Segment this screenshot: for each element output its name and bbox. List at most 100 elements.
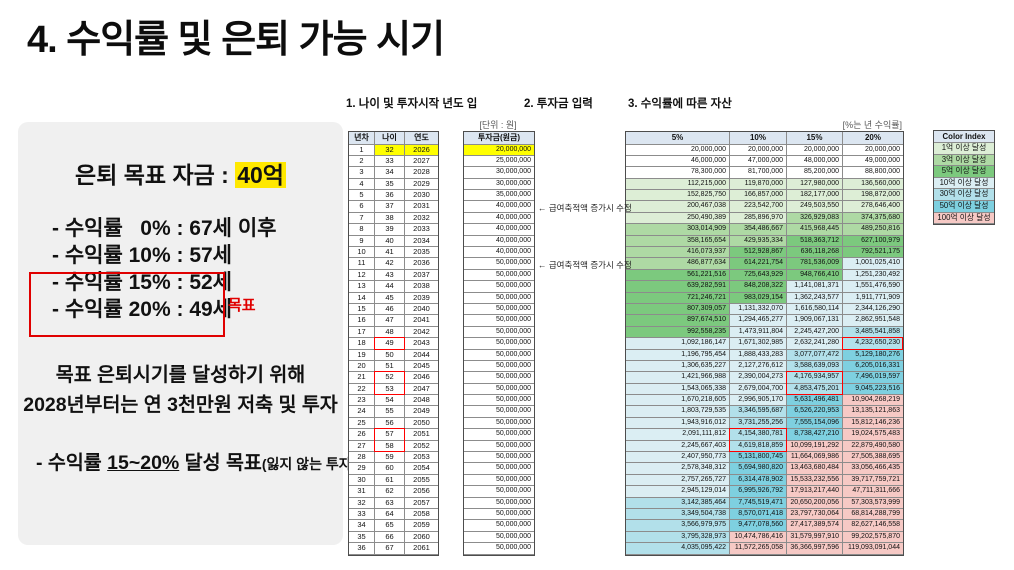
asset-cell-15%: 948,766,410 [787, 269, 843, 282]
asset-cell-5%: 112,215,000 [626, 178, 730, 191]
table-row: 20 51 2045 [349, 360, 438, 373]
asset-cell-10%: 2,127,276,612 [730, 360, 787, 373]
asset-cell-15%: 85,200,000 [787, 167, 843, 179]
return-rate-header: 15% [787, 132, 843, 145]
asset-cell-20%: 1,911,771,909 [843, 292, 903, 304]
year-cell: 2050 [405, 417, 438, 430]
asset-cell-20%: 15,812,146,236 [843, 417, 903, 430]
yearnum-cell: 33 [349, 509, 375, 521]
year-cell: 2051 [405, 429, 438, 441]
table-row: 40,000,000 [464, 212, 534, 225]
asset-cell-20%: 2,862,951,548 [843, 315, 903, 327]
yearnum-cell: 12 [349, 269, 375, 282]
color-index-entry: 30억 이상 달성 [934, 189, 994, 201]
investment-cell: 50,000,000 [464, 360, 534, 373]
asset-cell-20%: 19,024,575,483 [843, 429, 903, 441]
year-cell: 2061 [405, 543, 438, 555]
investment-cell: 50,000,000 [464, 292, 534, 304]
table-row: 4 35 2029 [349, 178, 438, 191]
table-row: 27 58 2052 [349, 440, 438, 453]
table-row: 30억 이상 달성 [934, 189, 994, 201]
yearnum-cell: 19 [349, 349, 375, 361]
asset-cell-20%: 1,551,476,590 [843, 281, 903, 293]
asset-cell-5%: 897,674,510 [626, 315, 730, 327]
table-row: 2,578,348,312 5,694,980,820 13,463,680,484… [626, 463, 903, 475]
yearnum-cell: 30 [349, 474, 375, 487]
year-cell: 2060 [405, 531, 438, 544]
table-row: 34 65 2059 [349, 520, 438, 532]
asset-cell-20%: 198,872,000 [843, 190, 903, 202]
table-row: 12 43 2037 [349, 269, 438, 282]
asset-cell-5%: 486,877,634 [626, 258, 730, 270]
table-row: 50,000,000 [464, 497, 534, 509]
asset-cell-15%: 10,099,191,292 [787, 440, 843, 453]
plan-line: 목표 은퇴시기를 달성하기 위해 [55, 364, 306, 386]
asset-cell-20%: 4,232,650,230 [843, 338, 903, 350]
asset-cell-20%: 57,303,573,999 [843, 497, 903, 509]
asset-cell-20%: 489,250,816 [843, 224, 903, 236]
investment-table-header: 투자금(원금) [464, 132, 534, 145]
asset-cell-20%: 13,135,121,863 [843, 406, 903, 418]
table-row: 1,196,795,454 1,888,433,283 3,077,077,472 5… [626, 349, 903, 361]
asset-cell-15%: 1,362,243,577 [787, 292, 843, 304]
plan-lines: 목표 은퇴시기를 달성하기 위해 2028년부터는 연 3천만원 저축 및 투자 [18, 360, 343, 420]
asset-cell-10%: 1,671,302,985 [730, 338, 787, 350]
table-row: 35,000,000 [464, 190, 534, 202]
investment-cell: 50,000,000 [464, 452, 534, 464]
age-cell: 44 [375, 281, 405, 293]
year-cell: 2032 [405, 212, 438, 225]
yearnum-cell: 13 [349, 281, 375, 293]
yearnum-cell: 34 [349, 520, 375, 532]
asset-cell-10%: 2,679,004,700 [730, 383, 787, 396]
table-row: 50,000,000 [464, 338, 534, 350]
year-cell: 2038 [405, 281, 438, 293]
investment-cell: 50,000,000 [464, 520, 534, 532]
table-row: 25 56 2050 [349, 417, 438, 430]
table-row: 28 59 2053 [349, 452, 438, 464]
asset-cell-15%: 127,980,000 [787, 178, 843, 191]
yearnum-cell: 5 [349, 190, 375, 202]
table-row: 11 42 2036 [349, 258, 438, 270]
section-label-assets-by-return: 3. 수익률에 따른 자산 [628, 98, 732, 110]
asset-cell-5%: 78,300,000 [626, 167, 730, 179]
asset-cell-15%: 48,000,000 [787, 155, 843, 168]
asset-cell-5%: 3,795,328,973 [626, 531, 730, 544]
age-cell: 58 [375, 440, 405, 453]
table-row: 50,000,000 [464, 303, 534, 316]
yearnum-cell: 15 [349, 303, 375, 316]
percent-note: [%는 년 수익률] [842, 120, 902, 130]
yearnum-cell: 23 [349, 395, 375, 407]
asset-cell-10%: 5,131,800,745 [730, 452, 787, 464]
investment-cell: 50,000,000 [464, 303, 534, 316]
table-row: 100억 이상 달성 [934, 212, 994, 225]
investment-cell: 35,000,000 [464, 190, 534, 202]
age-cell: 32 [375, 144, 405, 156]
table-row: 3억 이상 달성 [934, 154, 994, 167]
year-cell: 2039 [405, 292, 438, 304]
table-row: 25,000,000 [464, 155, 534, 168]
year-cell: 2028 [405, 167, 438, 179]
yearnum-cell: 6 [349, 201, 375, 213]
table-header-row: Color Index [934, 131, 994, 143]
asset-cell-10%: 20,000,000 [730, 144, 787, 156]
yearnum-cell: 2 [349, 155, 375, 168]
age-cell: 39 [375, 224, 405, 236]
table-row: 24 55 2049 [349, 406, 438, 418]
table-row: 486,877,634 614,221,754 781,536,009 1,001,0… [626, 258, 903, 270]
asset-cell-20%: 39,717,759,721 [843, 474, 903, 487]
year-cell: 2044 [405, 349, 438, 361]
assets-by-return-table: 5% 10% 15% 20% 20,000,000 20,000,000 20,000,00… [625, 131, 904, 556]
table-row: 29 60 2054 [349, 463, 438, 475]
asset-cell-5%: 2,945,129,014 [626, 486, 730, 498]
asset-cell-5%: 1,943,916,012 [626, 417, 730, 430]
table-row: 3,349,504,738 8,570,071,418 23,797,730,064… [626, 509, 903, 521]
yearnum-cell: 27 [349, 440, 375, 453]
asset-cell-5%: 721,246,721 [626, 292, 730, 304]
table-row: 35 66 2060 [349, 531, 438, 544]
asset-cell-10%: 848,208,322 [730, 281, 787, 293]
asset-cell-15%: 2,245,427,200 [787, 326, 843, 339]
table-row: 40,000,000 [464, 235, 534, 248]
asset-cell-5%: 20,000,000 [626, 144, 730, 156]
investment-cell: 50,000,000 [464, 269, 534, 282]
